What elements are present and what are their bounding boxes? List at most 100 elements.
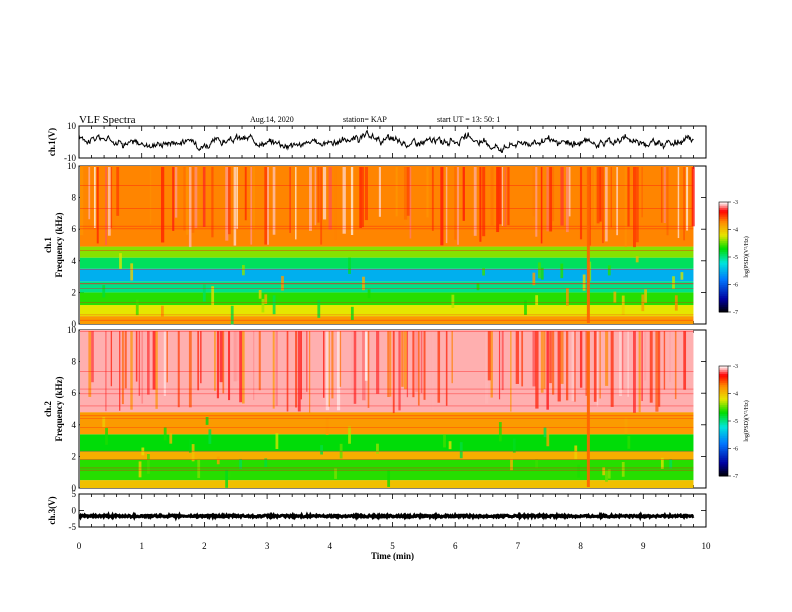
spectrogram-streak (387, 331, 390, 398)
colorbar-step (719, 258, 728, 262)
colorbar-step (719, 291, 728, 295)
y-tick-label: -5 (69, 522, 77, 532)
spectrogram-band (80, 246, 694, 258)
colorbar-step (719, 393, 728, 396)
colorbar-tick-label: -4 (733, 228, 738, 234)
spectrogram-streak (149, 167, 152, 225)
colorbar-step (719, 397, 728, 400)
colorbar-step (719, 421, 728, 424)
spectrogram-streak (490, 167, 494, 226)
spectrogram-speckle (135, 299, 139, 316)
spectrogram-streak (501, 167, 504, 227)
spectrogram-streak (197, 331, 200, 391)
colorbar-step (719, 216, 728, 219)
spectrogram-streak (322, 167, 327, 220)
colorbar-step (719, 452, 728, 455)
spectrogram-speckle (498, 422, 502, 442)
colorbar-step (719, 415, 728, 418)
colorbar-step (719, 310, 728, 313)
spectrogram-streak (186, 167, 189, 235)
spectrogram-speckle (367, 289, 371, 299)
spectrogram-streak (546, 167, 549, 232)
colorbar: -3 -4 -5 -6 -7 log(PSD)(V²/Hz) (718, 200, 750, 316)
spectrogram-streak (560, 331, 564, 384)
spectrogram-speckle (627, 435, 631, 449)
colorbar-step (719, 257, 728, 260)
spectrogram-streak (364, 331, 368, 381)
colorbar-step (719, 413, 728, 416)
colorbar-step (719, 443, 728, 446)
spectrogram-streak (211, 167, 214, 238)
colorbar-step (719, 205, 728, 208)
colorbar-step (719, 455, 728, 459)
spectrogram-speckle (320, 445, 323, 455)
spectrogram-speckle (672, 276, 675, 289)
colorbar-step (719, 388, 728, 391)
spectrogram-streak (409, 167, 412, 239)
spectrogram-speckle (191, 444, 195, 462)
colorbar-step (719, 463, 728, 466)
colorbar-step (719, 284, 728, 287)
y-tick-label: 6 (72, 388, 77, 398)
spectrogram-speckle (208, 429, 212, 444)
colorbar-step (719, 422, 728, 426)
spectrogram-streak (496, 167, 500, 233)
colorbar-step (719, 375, 728, 378)
spectrogram-streak (532, 331, 536, 387)
spectrogram-streak (549, 331, 552, 384)
spectrogram-streak (571, 331, 575, 401)
spectrogram-streak (674, 331, 677, 400)
spectrogram-streak (610, 167, 612, 228)
spectrogram-streak (314, 167, 317, 226)
colorbar-step (719, 430, 728, 433)
spectrogram-speckle (205, 417, 209, 425)
spectrogram-speckle (448, 441, 452, 450)
colorbar-step (719, 268, 728, 271)
spectrogram-speckle (524, 300, 527, 315)
spectrogram-streak (423, 331, 426, 400)
spectrogram-speckle (202, 284, 206, 302)
spectrogram-burst (586, 331, 590, 487)
panel-ch2-spectrogram: 0 2 4 6 8 10 ch.2Frequency (kHz) -3 -4 -5 -6 -7 log(… (43, 325, 750, 493)
spectrogram-speckle (387, 470, 391, 487)
y-tick-label: 2 (72, 287, 77, 297)
colorbar-step (719, 297, 728, 300)
spectrogram-streak (328, 167, 332, 230)
colorbar-tick-label: -6 (733, 283, 738, 289)
spectrogram-speckle (147, 454, 150, 474)
colorbar-step (719, 308, 728, 311)
spectrogram-speckle (138, 461, 142, 478)
spectrogram-streak (445, 331, 448, 406)
spectrogram-streak (431, 331, 434, 411)
colorbar-step (719, 470, 728, 473)
spectrogram-streak (660, 167, 663, 223)
colorbar-step (719, 247, 728, 251)
spectrogram-streak (236, 167, 238, 229)
colorbar-step (719, 282, 728, 285)
colorbar-step (719, 214, 728, 218)
colorbar-step (719, 238, 728, 241)
colorbar-step (719, 378, 728, 382)
spectrogram-band (80, 305, 694, 317)
spectrogram-streak (412, 331, 415, 398)
spectrogram-streak (451, 331, 453, 384)
spectrogram-speckle (188, 439, 192, 453)
y-axis-label-line: ch.3(V) (47, 496, 57, 524)
spectrogram-streak (392, 331, 395, 414)
spectrogram-streak (200, 331, 202, 384)
colorbar-step (719, 465, 728, 468)
spectrogram-streak (415, 331, 419, 392)
colorbar-tick-label: -3 (733, 364, 738, 370)
spectrogram-streak (147, 331, 150, 395)
spectrogram-streak (172, 167, 175, 231)
colorbar-step (719, 446, 728, 449)
spectrogram-streak (649, 331, 653, 403)
spectrogram-streak (663, 167, 666, 224)
colorbar-step (719, 386, 728, 389)
spectrogram-streak (610, 331, 614, 407)
spectrogram-streak (376, 331, 380, 394)
spectrogram-speckle (376, 443, 379, 454)
spectrogram-speckle (535, 295, 539, 316)
colorbar-step (719, 246, 728, 249)
spectrogram-band (80, 480, 694, 488)
